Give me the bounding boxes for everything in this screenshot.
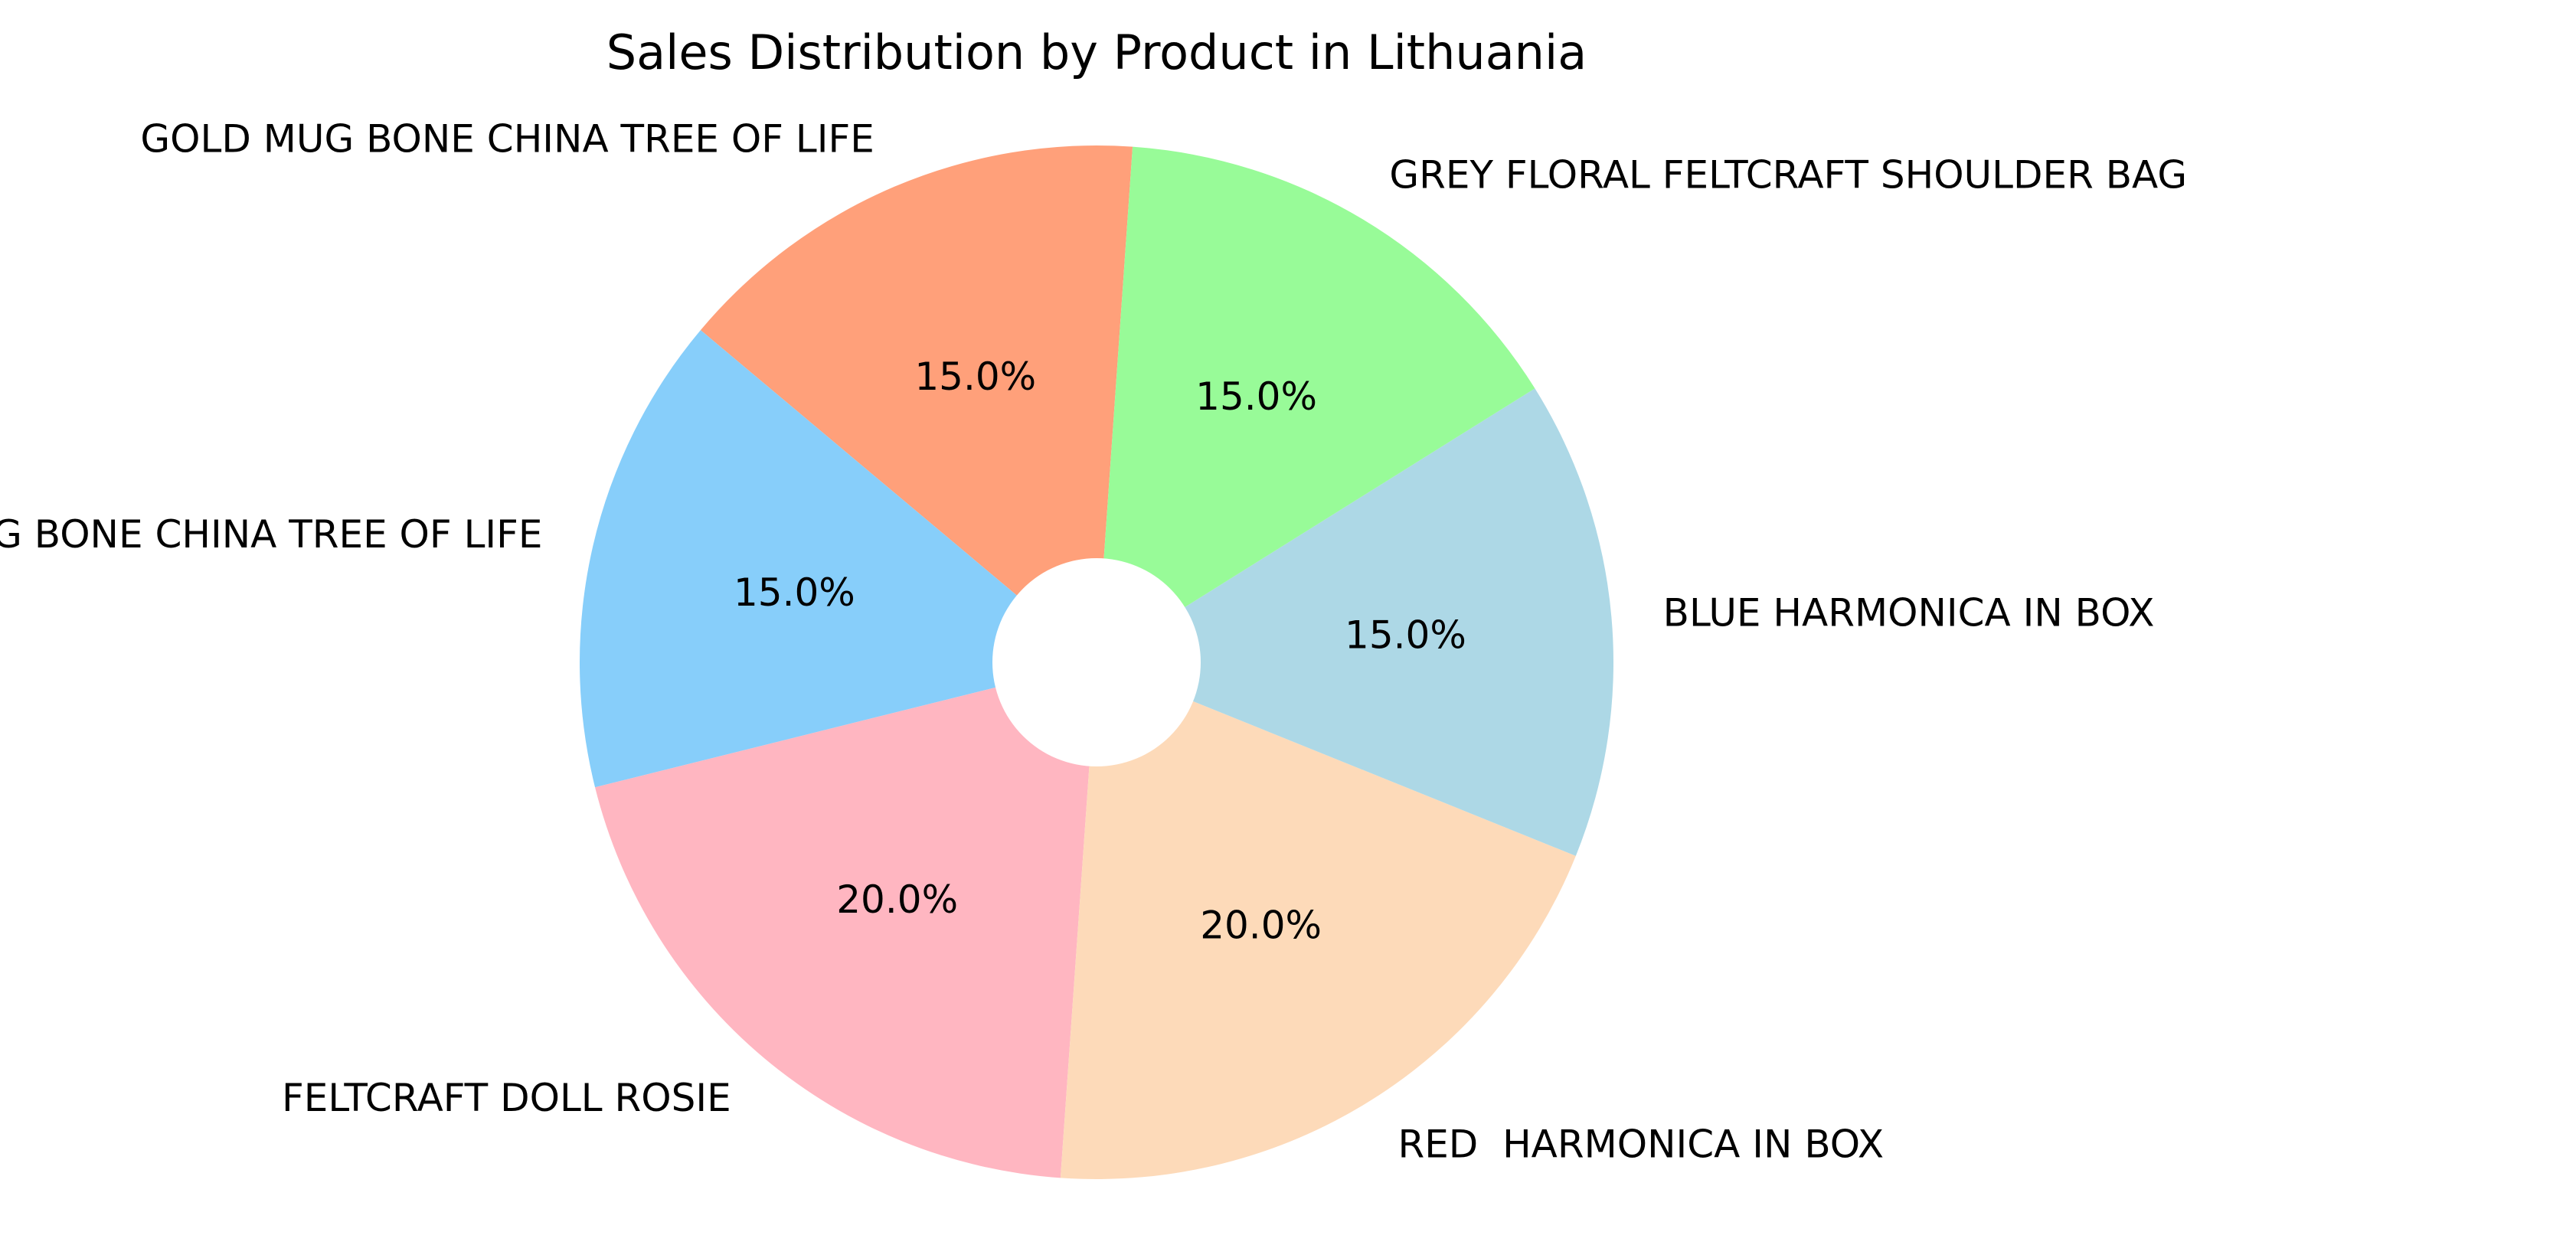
pct-label-4: 15.0%	[1345, 613, 1466, 658]
pie-slice-1	[580, 330, 1097, 788]
pie-slice-3	[1060, 662, 1576, 1179]
slice-label-0: GOLD MUG BONE CHINA TREE OF LIFE	[140, 117, 874, 162]
pie-center-hole	[992, 558, 1201, 766]
slice-label-1: SILVER MUG BONE CHINA TREE OF LIFE	[0, 512, 543, 557]
pie-slice-2	[595, 662, 1097, 1178]
pct-label-3: 20.0%	[1200, 903, 1322, 947]
pct-label-5: 15.0%	[1195, 374, 1317, 419]
pie-slices	[580, 145, 1613, 1179]
slice-label-5: GREY FLORAL FELTCRAFT SHOULDER BAG	[1389, 153, 2187, 198]
pct-label-2: 20.0%	[836, 877, 958, 922]
pie-slice-5	[1097, 146, 1535, 662]
slice-label-2: FELTCRAFT DOLL ROSIE	[282, 1076, 731, 1120]
slice-label-3: RED HARMONICA IN BOX	[1398, 1122, 1884, 1167]
slice-label-4: BLUE HARMONICA IN BOX	[1663, 590, 2155, 635]
pct-label-0: 15.0%	[914, 355, 1036, 399]
pct-label-1: 15.0%	[734, 570, 855, 615]
slice-labels: GOLD MUG BONE CHINA TREE OF LIFE SILVER M…	[0, 117, 2187, 1167]
pie-slice-0	[700, 145, 1133, 663]
pie-slice-4	[1097, 388, 1613, 856]
percentage-labels: 15.0% 15.0% 20.0% 20.0% 15.0% 15.0%	[734, 355, 1466, 947]
chart-title: Sales Distribution by Product in Lithuan…	[606, 25, 1587, 80]
